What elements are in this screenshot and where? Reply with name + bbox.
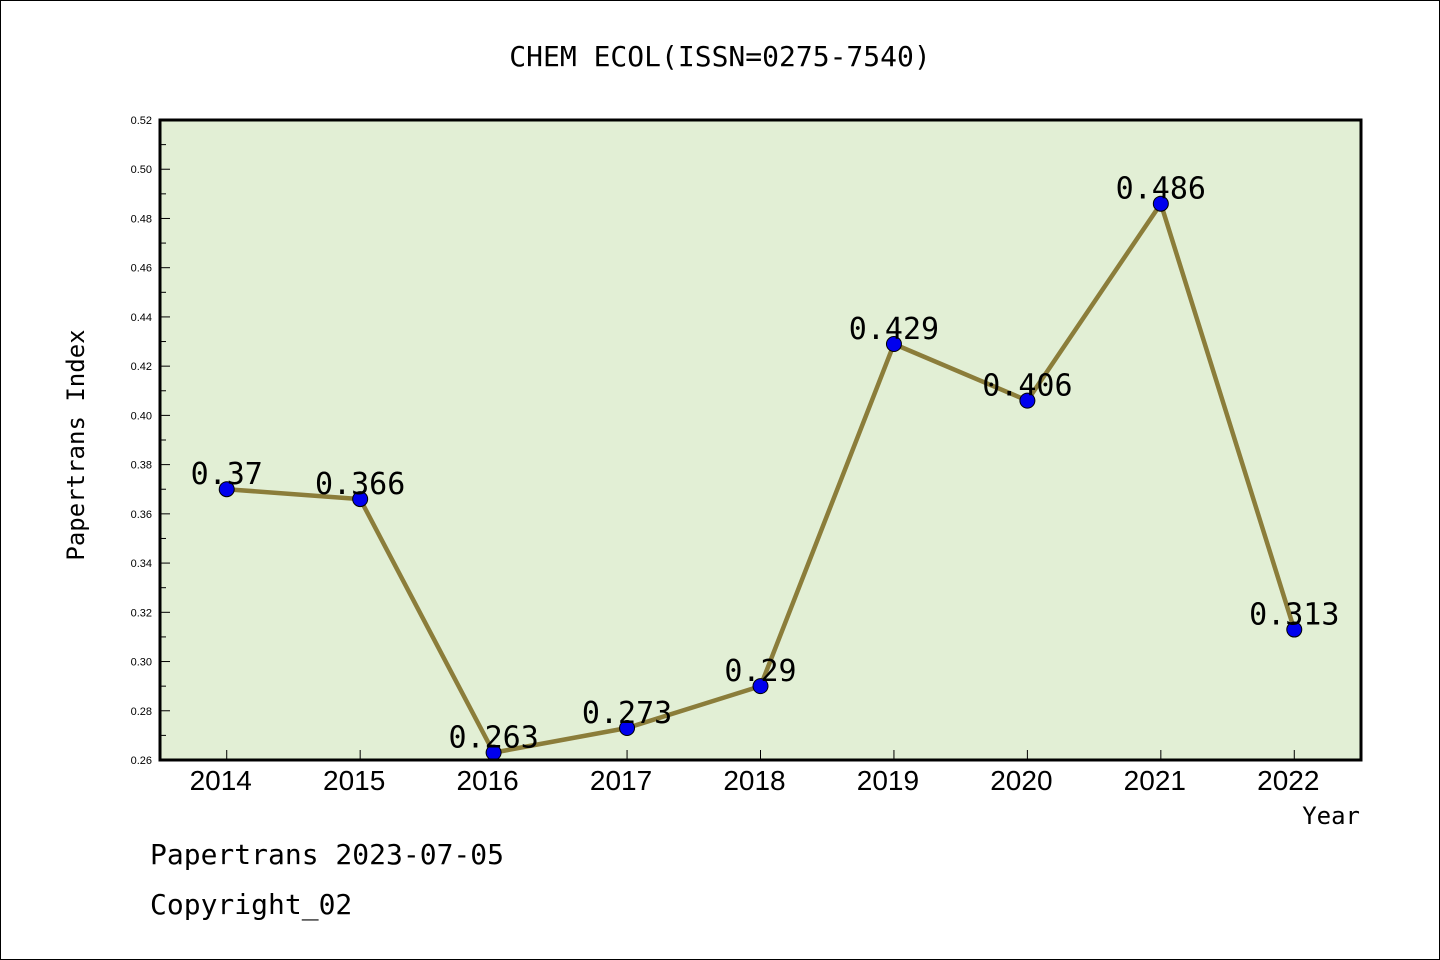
y-tick-label: 0.50 [131, 164, 152, 176]
y-axis-label: Papertrans Index [62, 329, 90, 560]
data-label-2020: 0.406 [982, 369, 1072, 404]
y-tick-label: 0.36 [131, 509, 152, 521]
data-point-2015 [352, 491, 369, 508]
x-axis-label: Year [1302, 802, 1360, 830]
y-tick-label: 0.42 [131, 361, 152, 373]
data-point-2014 [218, 481, 235, 498]
data-point-2022 [1286, 621, 1303, 638]
data-point-2019 [885, 336, 902, 352]
y-tick-label: 0.52 [131, 115, 152, 127]
data-label-2019: 0.429 [849, 312, 939, 347]
x-tick-label: 2020 [990, 765, 1052, 796]
data-point-2021 [1152, 195, 1169, 212]
x-tick-label: 2015 [323, 765, 385, 796]
x-tick-label: 2016 [456, 765, 518, 796]
series-markers [218, 195, 1303, 761]
chart-title: CHEM ECOL(ISSN=0275-7540) [509, 40, 930, 73]
footer-date: Papertrans 2023-07-05 [150, 838, 504, 871]
data-labels: 0.37 0.366 0.263 0.273 0.29 0.429 0.406 0.486 0.… [191, 172, 1340, 756]
x-tick-label: 2021 [1124, 765, 1186, 796]
data-label-2018: 0.29 [724, 654, 796, 689]
y-tick-label: 0.32 [131, 607, 152, 619]
data-label-2022: 0.313 [1249, 598, 1339, 633]
data-label-2017: 0.273 [582, 696, 672, 731]
y-tick-label: 0.44 [131, 312, 152, 324]
data-point-2017 [619, 720, 636, 736]
y-tick-label: 0.46 [131, 263, 152, 275]
x-tick-label: 2019 [857, 765, 919, 796]
x-axis: 2014 2015 2016 2017 2018 2019 2020 2021 2022 [190, 750, 1319, 796]
y-tick-label: 0.26 [131, 755, 152, 767]
y-tick-label: 0.28 [131, 706, 152, 718]
y-tick-label: 0.48 [131, 213, 152, 225]
data-label-2016: 0.263 [448, 721, 538, 756]
y-tick-label: 0.40 [131, 410, 152, 422]
data-label-2015: 0.366 [315, 467, 405, 502]
x-tick-label: 2018 [723, 765, 785, 796]
plot-border [158, 118, 1363, 762]
data-point-2018 [752, 678, 769, 695]
x-tick-label: 2022 [1257, 765, 1319, 796]
data-label-2014: 0.37 [191, 457, 263, 492]
y-tick-label: 0.34 [131, 558, 152, 570]
y-tick-label: 0.38 [131, 460, 152, 472]
x-tick-label: 2017 [590, 765, 652, 796]
data-label-2021: 0.486 [1116, 172, 1206, 207]
footer-copyright: Copyright_02 [150, 888, 352, 922]
x-tick-label: 2014 [190, 765, 252, 796]
data-point-2020 [1019, 392, 1036, 409]
plot-area [160, 120, 1361, 760]
y-tick-label: 0.30 [131, 657, 152, 669]
